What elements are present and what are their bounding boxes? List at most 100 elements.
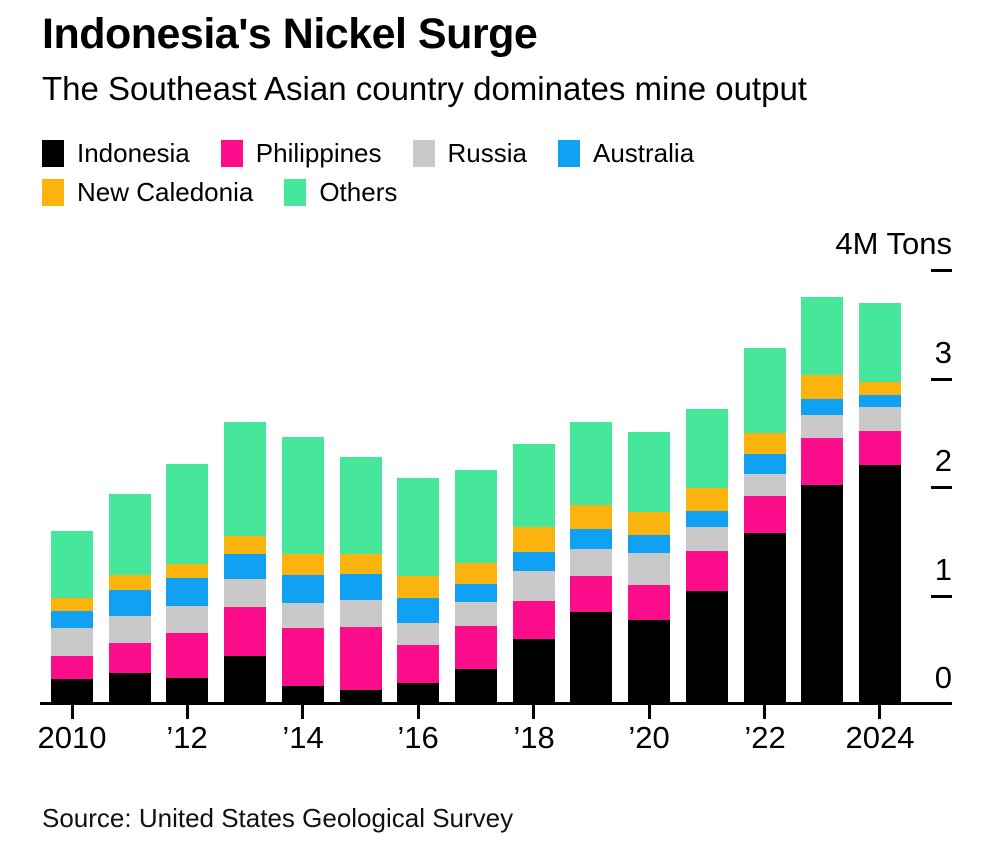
legend-swatch-australia bbox=[558, 139, 580, 167]
y-tick-label-4: 4M Tons bbox=[835, 226, 952, 261]
bar-segment-australia bbox=[513, 552, 555, 571]
x-tick-2010 bbox=[71, 705, 74, 719]
bar-segment-philippines bbox=[224, 607, 266, 656]
bar-2020 bbox=[628, 432, 670, 704]
bar-segment-russia bbox=[455, 602, 497, 626]
bar-segment-philippines bbox=[340, 627, 382, 690]
x-tick-2024 bbox=[878, 705, 881, 719]
bar-segment-new-caledonia bbox=[859, 382, 901, 395]
x-tick-label-2010: 2010 bbox=[37, 720, 107, 755]
bar-segment-australia bbox=[801, 399, 843, 415]
bar-segment-indonesia bbox=[51, 679, 93, 704]
bar-segment-others bbox=[744, 348, 786, 433]
bar-2017 bbox=[455, 470, 497, 704]
bar-segment-new-caledonia bbox=[801, 375, 843, 399]
bar-segment-australia bbox=[340, 574, 382, 600]
bar-segment-russia bbox=[166, 606, 208, 633]
bar-segment-philippines bbox=[282, 628, 324, 686]
bar-segment-others bbox=[397, 478, 439, 576]
bar-segment-new-caledonia bbox=[51, 598, 93, 611]
bar-segment-others bbox=[513, 444, 555, 527]
bar-2016 bbox=[397, 478, 439, 704]
bar-2012 bbox=[166, 464, 208, 704]
legend-label-new-caledonia: New Caledonia bbox=[77, 177, 254, 207]
bar-segment-australia bbox=[628, 535, 670, 553]
bar-segment-new-caledonia bbox=[455, 563, 497, 584]
bar-segment-australia bbox=[166, 578, 208, 606]
bar-segment-new-caledonia bbox=[513, 527, 555, 552]
bar-segment-new-caledonia bbox=[686, 488, 728, 511]
bar-segment-others bbox=[166, 464, 208, 564]
bar-segment-others bbox=[628, 432, 670, 512]
legend-label-philippines: Philippines bbox=[255, 138, 382, 168]
bar-segment-russia bbox=[51, 628, 93, 656]
legend-swatch-philippines bbox=[220, 139, 243, 167]
x-tick-2020 bbox=[648, 705, 651, 719]
bar-segment-russia bbox=[109, 616, 151, 643]
bar-segment-others bbox=[686, 409, 728, 488]
legend-label-russia: Russia bbox=[447, 138, 527, 168]
bar-segment-philippines bbox=[570, 576, 612, 612]
bar-segment-new-caledonia bbox=[397, 576, 439, 598]
legend-label-australia: Australia bbox=[593, 138, 695, 168]
legend-item-new-caledonia: New Caledonia bbox=[42, 178, 253, 206]
y-tick-label-3: 3 bbox=[934, 335, 952, 370]
bar-segment-indonesia bbox=[282, 686, 324, 704]
y-tick-3 bbox=[931, 378, 952, 381]
y-tick-label-0: 0 bbox=[934, 660, 952, 695]
bar-segment-russia bbox=[744, 474, 786, 496]
bar-segment-new-caledonia bbox=[628, 512, 670, 535]
bar-segment-others bbox=[224, 422, 266, 536]
x-tick-2014 bbox=[301, 705, 304, 719]
bar-segment-australia bbox=[51, 611, 93, 628]
bar-segment-russia bbox=[859, 407, 901, 431]
bar-segment-indonesia bbox=[570, 612, 612, 704]
bar-segment-indonesia bbox=[686, 591, 728, 704]
legend-item-indonesia: Indonesia bbox=[42, 139, 190, 167]
bar-segment-russia bbox=[282, 603, 324, 628]
bar-segment-new-caledonia bbox=[282, 554, 324, 575]
bar-segment-new-caledonia bbox=[744, 433, 786, 454]
bar-segment-philippines bbox=[51, 656, 93, 679]
bar-segment-philippines bbox=[455, 626, 497, 669]
bar-segment-new-caledonia bbox=[224, 536, 266, 554]
legend-row-2: New Caledonia Others bbox=[42, 178, 725, 206]
x-tick-label-2012: ’12 bbox=[166, 720, 208, 755]
bar-2023 bbox=[801, 297, 843, 704]
x-tick-2016 bbox=[417, 705, 420, 719]
x-tick-label-2018: ’18 bbox=[513, 720, 555, 755]
bar-2010 bbox=[51, 531, 93, 704]
bar-segment-russia bbox=[340, 600, 382, 627]
bar-segment-indonesia bbox=[801, 485, 843, 704]
bar-segment-australia bbox=[686, 511, 728, 527]
x-tick-2018 bbox=[532, 705, 535, 719]
bar-segment-indonesia bbox=[166, 678, 208, 704]
bar-segment-philippines bbox=[166, 633, 208, 678]
y-tick-1 bbox=[931, 595, 952, 598]
bar-segment-philippines bbox=[744, 496, 786, 533]
x-tick-2022 bbox=[763, 705, 766, 719]
bar-segment-australia bbox=[397, 598, 439, 623]
bar-segment-others bbox=[859, 303, 901, 382]
bar-segment-russia bbox=[686, 527, 728, 551]
y-tick-label-2: 2 bbox=[934, 443, 952, 478]
bar-segment-australia bbox=[224, 554, 266, 579]
bar-segment-others bbox=[282, 437, 324, 554]
bar-segment-russia bbox=[397, 623, 439, 645]
bar-segment-indonesia bbox=[224, 656, 266, 704]
bar-segment-others bbox=[340, 457, 382, 554]
legend-item-australia: Australia bbox=[558, 139, 694, 167]
bar-segment-australia bbox=[744, 454, 786, 474]
x-tick-label-2016: ’16 bbox=[397, 720, 439, 755]
bar-segment-philippines bbox=[686, 551, 728, 591]
bar-segment-new-caledonia bbox=[166, 564, 208, 578]
bar-segment-russia bbox=[224, 579, 266, 607]
legend-row-1: Indonesia Philippines Russia Australia bbox=[42, 139, 725, 167]
bar-segment-indonesia bbox=[859, 465, 901, 704]
x-tick-label-2022: ’22 bbox=[744, 720, 786, 755]
bar-2019 bbox=[570, 422, 612, 704]
bar-segment-indonesia bbox=[397, 683, 439, 704]
bar-2022 bbox=[744, 348, 786, 704]
bar-2013 bbox=[224, 422, 266, 704]
